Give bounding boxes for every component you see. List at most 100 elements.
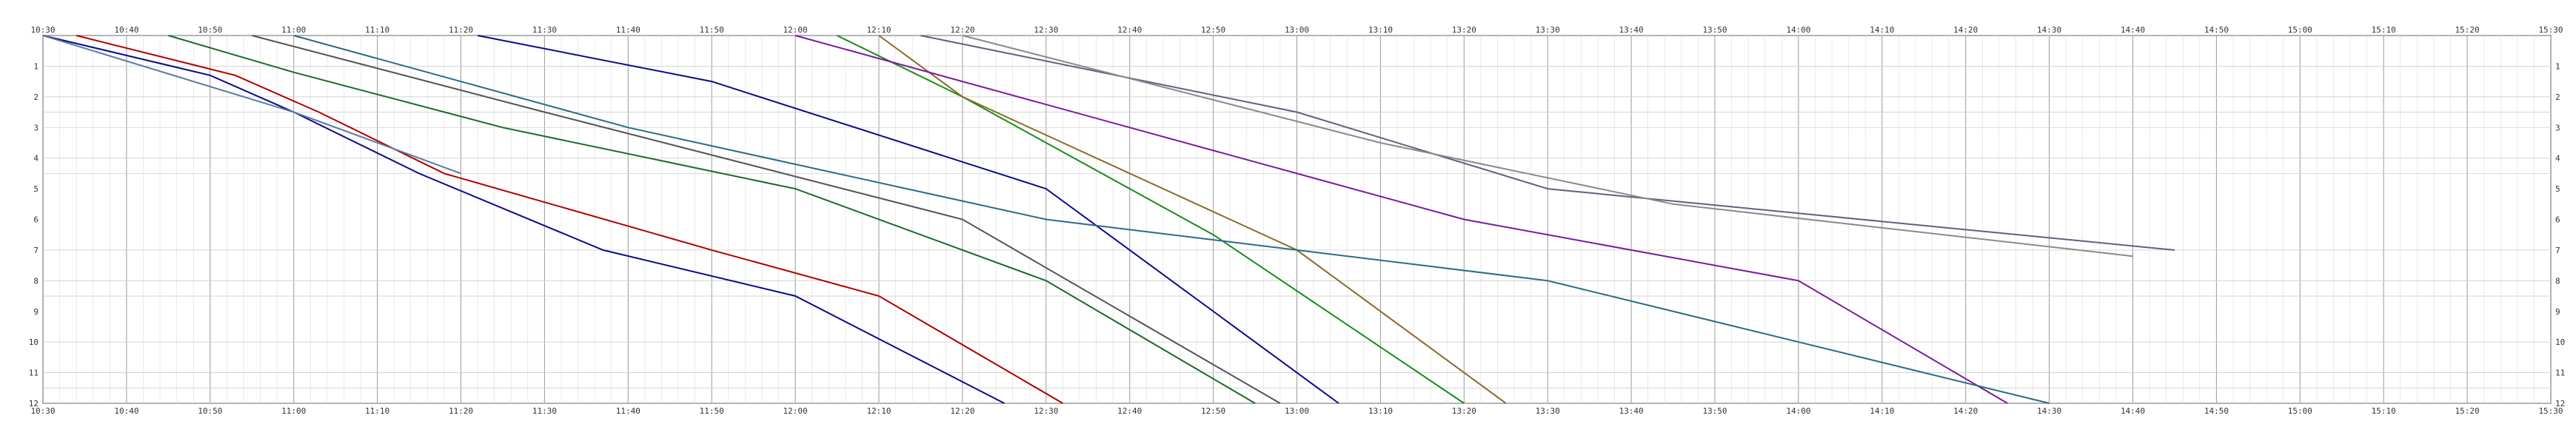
- x-tick-label-bottom: 10:30: [30, 406, 55, 416]
- y-tick-label-right: 5: [2555, 184, 2560, 194]
- series-line-11: [293, 35, 2050, 404]
- x-tick-label-bottom: 13:00: [1285, 406, 1309, 416]
- series-line-6: [837, 35, 1465, 404]
- y-tick-label-right: 4: [2555, 154, 2560, 164]
- x-tick-label-bottom: 14:10: [1870, 406, 1894, 416]
- x-tick-label-top: 11:00: [281, 25, 306, 35]
- x-tick-label-bottom: 14:30: [2037, 406, 2061, 416]
- y-tick-label-right: 6: [2555, 215, 2560, 225]
- x-tick-label-bottom: 12:30: [1034, 406, 1058, 416]
- y-tick-label-right: 8: [2555, 276, 2560, 286]
- x-tick-label-top: 14:00: [1786, 25, 1810, 35]
- y-tick-label-left: 8: [33, 276, 39, 286]
- x-tick-label-bottom: 12:00: [783, 406, 808, 416]
- x-tick-label-bottom: 15:00: [2288, 406, 2312, 416]
- x-tick-label-bottom: 12:50: [1201, 406, 1225, 416]
- x-tick-label-bottom: 13:50: [1702, 406, 1727, 416]
- y-tick-label-right: 11: [2555, 369, 2565, 378]
- x-tick-label-top: 13:30: [1536, 25, 1560, 35]
- grid: [42, 35, 2552, 404]
- x-tick-label-bottom: 11:30: [532, 406, 557, 416]
- x-tick-label-bottom: 15:20: [2455, 406, 2480, 416]
- y-tick-label-right: 7: [2555, 246, 2560, 255]
- x-tick-label-top: 14:20: [1953, 25, 1978, 35]
- x-tick-label-top: 11:50: [700, 25, 724, 35]
- series-line-2: [42, 35, 461, 175]
- series-line-0: [42, 35, 1005, 404]
- series-line-3: [168, 35, 1256, 404]
- x-tick-label-top: 12:10: [866, 25, 891, 35]
- y-tick-label-right: 1: [2555, 61, 2560, 71]
- series-line-1: [76, 35, 1063, 404]
- x-tick-label-bottom: 10:50: [198, 406, 222, 416]
- x-tick-label-top: 15:20: [2455, 25, 2480, 35]
- y-tick-label-right: 3: [2555, 123, 2560, 132]
- x-tick-label-bottom: 15:30: [2538, 406, 2563, 416]
- y-tick-label-left: 2: [33, 92, 39, 102]
- x-tick-label-top: 14:10: [1870, 25, 1894, 35]
- y-tick-label-left: 6: [33, 215, 39, 225]
- x-tick-label-bottom: 13:20: [1452, 406, 1476, 416]
- x-tick-label-top: 12:50: [1201, 25, 1225, 35]
- x-tick-label-bottom: 11:50: [700, 406, 724, 416]
- x-tick-label-top: 13:50: [1702, 25, 1727, 35]
- x-tick-label-top: 13:00: [1285, 25, 1309, 35]
- x-tick-label-bottom: 15:10: [2372, 406, 2396, 416]
- x-tick-label-top: 10:30: [30, 25, 55, 35]
- x-tick-label-top: 15:00: [2288, 25, 2312, 35]
- series-line-8: [794, 35, 2008, 404]
- y-tick-label-left: 7: [33, 246, 39, 255]
- y-tick-label-left: 5: [33, 184, 39, 194]
- series-line-5: [477, 35, 1339, 404]
- y-tick-label-left: 12: [29, 399, 39, 408]
- x-tick-label-bottom: 11:10: [365, 406, 389, 416]
- x-tick-label-top: 15:10: [2372, 25, 2396, 35]
- x-tick-label-top: 15:30: [2538, 25, 2563, 35]
- y-tick-label-left: 10: [29, 337, 39, 347]
- y-tick-label-right: 2: [2555, 92, 2560, 102]
- x-tick-label-top: 14:30: [2037, 25, 2061, 35]
- series-line-4: [252, 35, 1281, 404]
- x-tick-label-top: 11:10: [365, 25, 389, 35]
- x-tick-label-bottom: 14:20: [1953, 406, 1978, 416]
- series-line-10: [962, 35, 2133, 258]
- x-tick-label-bottom: 14:00: [1786, 406, 1810, 416]
- y-tick-label-left: 4: [33, 154, 39, 164]
- x-tick-label-top: 10:40: [114, 25, 138, 35]
- x-tick-label-top: 11:30: [532, 25, 557, 35]
- x-tick-label-top: 11:40: [616, 25, 640, 35]
- x-tick-label-top: 14:50: [2204, 25, 2229, 35]
- x-tick-label-bottom: 13:10: [1368, 406, 1393, 416]
- axes: 10:30 10:30 10:40 10:40 10:50 10:50 11:00 11:00…: [29, 25, 2566, 416]
- x-tick-label-bottom: 11:20: [449, 406, 473, 416]
- series-line-7: [878, 35, 1507, 404]
- x-tick-label-bottom: 10:40: [114, 406, 138, 416]
- x-tick-label-top: 12:40: [1117, 25, 1142, 35]
- x-tick-label-bottom: 13:40: [1619, 406, 1644, 416]
- y-tick-label-right: 10: [2555, 337, 2565, 347]
- x-tick-label-top: 12:00: [783, 25, 808, 35]
- series-group: [42, 35, 2175, 404]
- x-tick-label-bottom: 14:40: [2121, 406, 2145, 416]
- x-tick-label-top: 11:20: [449, 25, 473, 35]
- y-tick-label-right: 12: [2555, 399, 2565, 408]
- y-tick-label-left: 11: [29, 369, 39, 378]
- y-tick-label-right: 9: [2555, 307, 2560, 317]
- x-tick-label-top: 13:20: [1452, 25, 1476, 35]
- x-tick-label-bottom: 11:00: [281, 406, 306, 416]
- x-tick-label-bottom: 11:40: [616, 406, 640, 416]
- x-tick-label-top: 14:40: [2121, 25, 2145, 35]
- x-tick-label-bottom: 12:20: [950, 406, 974, 416]
- x-tick-label-bottom: 12:40: [1117, 406, 1142, 416]
- x-tick-label-top: 13:10: [1368, 25, 1393, 35]
- x-tick-label-top: 12:20: [950, 25, 974, 35]
- x-tick-label-bottom: 14:50: [2204, 406, 2229, 416]
- y-tick-label-left: 1: [33, 61, 39, 71]
- x-tick-label-bottom: 13:30: [1536, 406, 1560, 416]
- x-tick-label-bottom: 12:10: [866, 406, 891, 416]
- x-tick-label-top: 12:30: [1034, 25, 1058, 35]
- y-tick-label-left: 9: [33, 307, 39, 317]
- y-tick-label-left: 3: [33, 123, 39, 132]
- x-tick-label-top: 13:40: [1619, 25, 1644, 35]
